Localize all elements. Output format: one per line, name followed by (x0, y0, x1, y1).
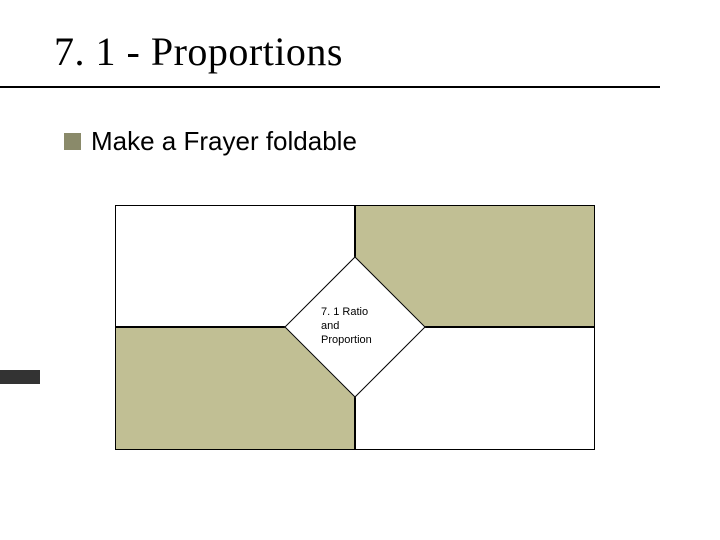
bullet-text: Make a Frayer foldable (91, 126, 357, 157)
slide: 7. 1 - Proportions Make a Frayer foldabl… (0, 0, 720, 540)
frayer-model: 7. 1 Ratio and Proportion (115, 205, 595, 450)
diamond-label: 7. 1 Ratio and Proportion (305, 277, 405, 377)
title-underline (0, 86, 660, 88)
slide-title: 7. 1 - Proportions (54, 28, 343, 75)
left-accent-bar (0, 370, 40, 384)
bullet-row: Make a Frayer foldable (64, 126, 357, 157)
frayer-center-diamond: 7. 1 Ratio and Proportion (305, 277, 405, 377)
bullet-square-icon (64, 133, 81, 150)
